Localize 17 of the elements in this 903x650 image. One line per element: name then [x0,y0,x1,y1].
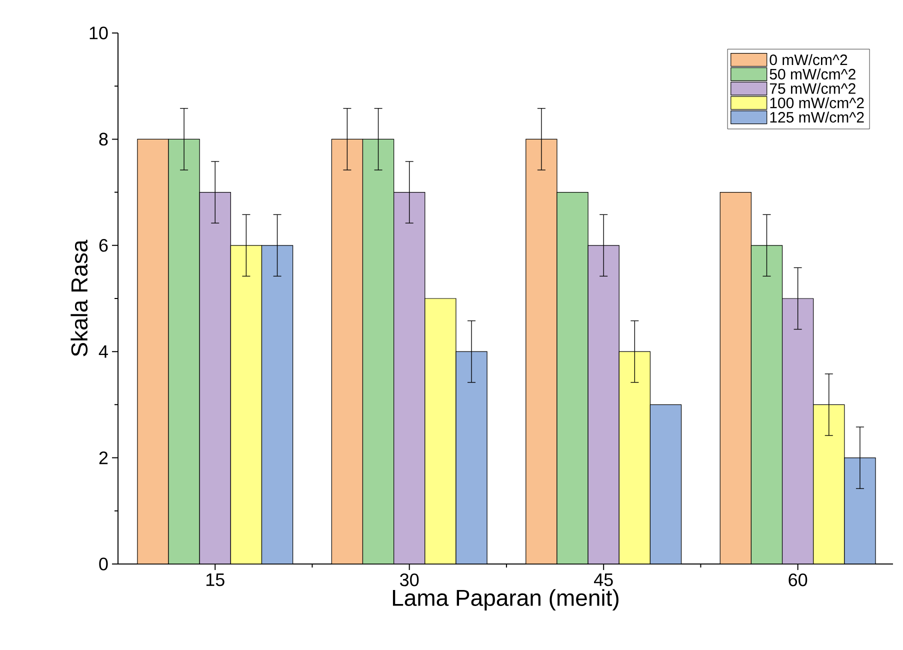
x-tick-label: 60 [788,574,808,586]
y-tick-label: 4 [98,345,108,358]
legend-label: 50 mW/cm^2 [770,68,856,80]
y-tick-label: 6 [99,239,108,252]
legend-label: 75 mW/cm^2 [770,82,856,94]
y-tick-label: 8 [99,132,108,146]
legend-label: 0 mW/cm^2 [770,54,848,66]
x-tick-label: 15 [206,574,224,586]
y-tick-label: 2 [99,451,108,464]
x-axis-title: Lama Paparan (menit) [392,589,618,611]
x-tick-label: 45 [594,574,613,586]
x-tick-label: 30 [400,574,419,586]
y-tick-label: 0 [99,558,108,570]
y-tick-label: 10 [90,26,108,40]
legend-label: 125 mW/cm^2 [770,112,864,123]
legend-label: 100 mW/cm^2 [770,97,864,108]
y-axis-title: Skala Rasa [70,240,88,356]
